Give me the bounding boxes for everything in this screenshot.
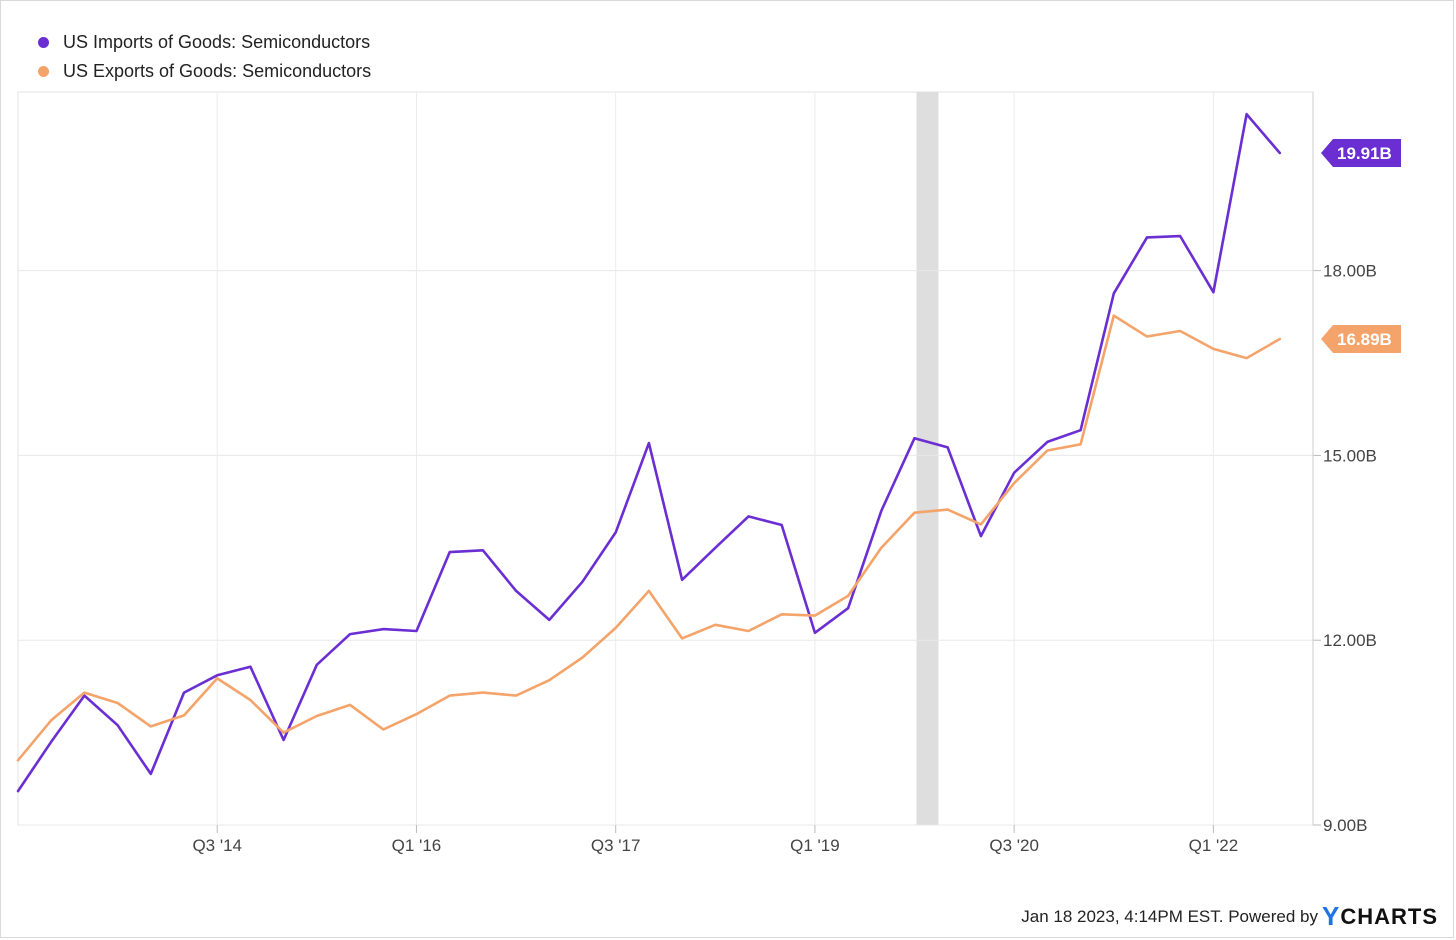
x-tick-label: Q3 '14 — [192, 836, 242, 855]
end-value-label-exports: 16.89B — [1337, 330, 1392, 349]
y-tick-label: 9.00B — [1323, 816, 1367, 835]
y-tick-label: 18.00B — [1323, 262, 1377, 281]
legend-label-imports: US Imports of Goods: Semiconductors — [63, 32, 371, 52]
footer-timestamp: Jan 18 2023, 4:14PM EST. Powered by — [1021, 906, 1318, 926]
series-line-exports — [16, 314, 1282, 762]
legend-item-exports[interactable]: US Exports of Goods: Semiconductors — [38, 57, 371, 86]
end-label-tag-imports — [1321, 138, 1401, 167]
x-tick-label: Q3 '20 — [989, 836, 1039, 855]
series-line-imports — [16, 112, 1282, 793]
x-tick-label: Q1 '16 — [392, 836, 442, 855]
legend-dot-exports — [38, 66, 49, 77]
ycharts-logo[interactable]: Y CHARTS — [1322, 901, 1438, 932]
y-tick-label: 12.00B — [1323, 631, 1377, 650]
ycharts-logo-y: Y — [1321, 901, 1341, 931]
legend-item-imports[interactable]: US Imports of Goods: Semiconductors — [38, 28, 371, 57]
x-tick-label: Q1 '19 — [790, 836, 840, 855]
chart-legend: US Imports of Goods: Semiconductors US E… — [38, 28, 371, 86]
end-label-tag-exports — [1321, 325, 1401, 354]
y-tick-label: 15.00B — [1323, 446, 1377, 465]
plot-area — [17, 91, 1314, 826]
footer: Jan 18 2023, 4:14PM EST. Powered by Y CHA… — [1021, 901, 1438, 932]
legend-label-exports: US Exports of Goods: Semiconductors — [63, 61, 372, 81]
legend-dot-imports — [38, 37, 49, 48]
x-tick-label: Q1 '22 — [1189, 836, 1239, 855]
x-tick-label: Q3 '17 — [591, 836, 641, 855]
end-value-label-imports: 19.91B — [1337, 144, 1392, 163]
ycharts-logo-text: CHARTS — [1340, 903, 1438, 929]
recession-band — [916, 92, 939, 825]
